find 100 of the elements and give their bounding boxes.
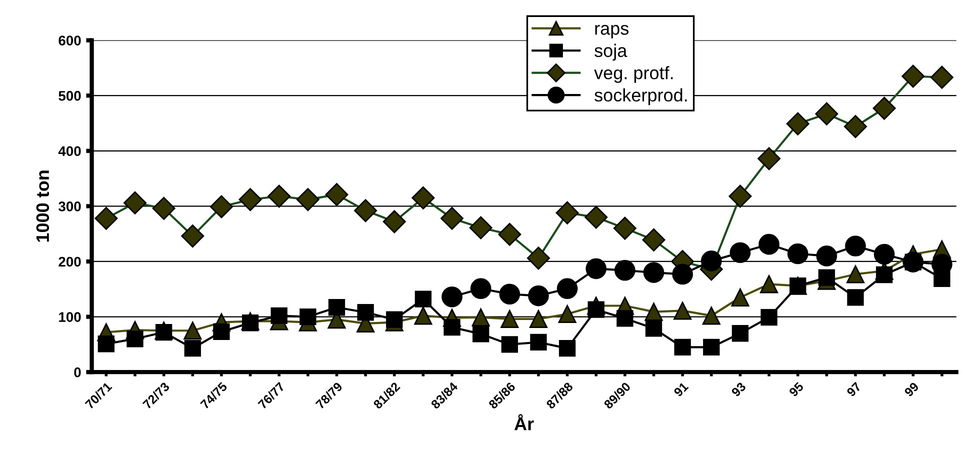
point [472,326,490,342]
point [586,258,607,280]
point [643,262,664,283]
point [876,266,893,284]
point [816,246,838,266]
point [444,318,460,336]
point [300,308,316,326]
point [442,286,462,308]
point [382,210,406,234]
x-axis-title: År [514,414,534,430]
point [501,336,518,353]
point [499,284,520,305]
point [152,196,176,220]
point [845,236,866,256]
legend-label: soja [594,44,628,61]
point [902,64,925,88]
legend-label: sockerprod. [594,88,687,106]
point [556,201,579,224]
point [758,234,780,255]
point [613,216,636,240]
x-tick-label: 93 [730,382,746,398]
point [210,195,233,218]
point [584,206,608,229]
point [645,320,662,337]
point [270,307,288,324]
point [672,264,693,285]
point [470,278,492,300]
point [728,184,752,208]
legend-label: veg. protf. [594,66,673,83]
point [558,304,576,324]
point [213,323,230,340]
point [181,224,204,248]
point [357,304,374,321]
point [614,260,636,281]
y-tick-label: 200 [58,256,81,267]
point [469,216,492,240]
y-tick-label: 500 [58,90,81,101]
point [296,188,320,212]
point [818,269,835,286]
point [412,186,435,210]
point [760,275,778,294]
point [732,325,749,342]
point [872,96,896,120]
point [815,102,838,126]
point [847,289,864,306]
point [787,243,808,264]
point [702,306,720,325]
point [530,334,547,351]
point [440,206,464,230]
x-tick-label: 97 [846,382,862,398]
point [126,330,144,348]
point [328,299,346,316]
x-tick-label: 99 [904,382,920,398]
y-tick-label: 300 [58,202,81,212]
point [184,322,202,340]
point [760,309,778,326]
point [184,340,201,357]
point [124,191,146,214]
point [500,310,519,328]
y-axis-title: 1000 ton [36,170,50,242]
point [844,115,867,138]
point [758,147,781,170]
point [414,290,432,308]
point [386,311,403,328]
point [354,199,378,222]
point [846,265,864,284]
point [703,338,720,356]
point [930,66,954,89]
point [528,285,549,306]
legend-label: raps [595,24,629,38]
point [674,302,692,320]
point [786,112,810,136]
point [642,228,666,252]
x-tick-label: 95 [788,382,804,398]
y-tick-label: 100 [59,312,81,322]
point [414,306,432,325]
point [700,250,722,272]
point [238,188,262,212]
point [98,336,115,352]
point [674,338,691,356]
point [874,244,895,265]
point [529,310,548,328]
x-tick-label: 91 [673,382,689,398]
point [155,324,172,341]
point [556,278,578,300]
point [268,184,291,208]
point [558,340,576,357]
point [644,302,663,321]
point [588,301,604,318]
point [325,183,348,206]
point [472,308,490,326]
y-tick-label: 400 [58,146,81,156]
y-tick-label: 0 [74,367,81,378]
y-tick-label: 600 [58,36,81,46]
point [498,222,522,246]
point [94,206,118,230]
point [242,314,259,332]
point [526,246,550,270]
point [616,310,634,327]
point [730,242,751,264]
